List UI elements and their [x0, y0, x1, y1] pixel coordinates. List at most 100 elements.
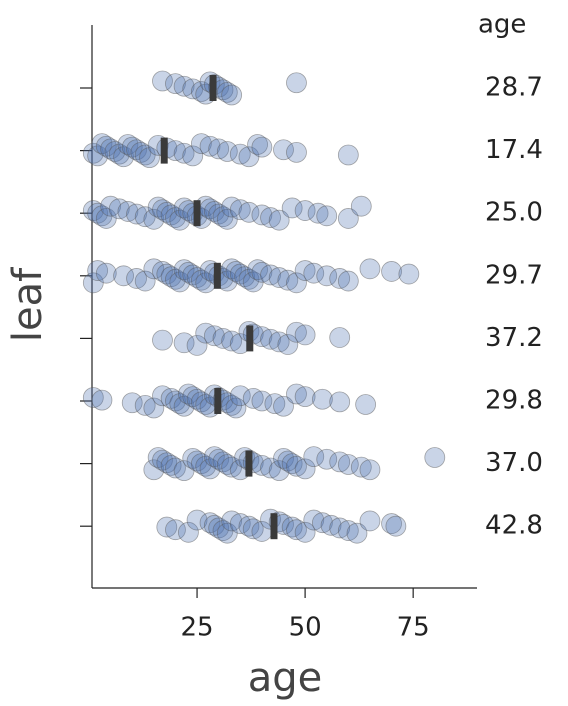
point: [251, 204, 273, 226]
point: [121, 392, 143, 414]
point: [350, 456, 372, 478]
point: [260, 264, 281, 286]
mean-label: 37.2: [485, 323, 543, 353]
x-tick-label: 75: [397, 613, 430, 643]
point: [286, 321, 307, 343]
point: [286, 141, 307, 163]
point: [294, 200, 316, 221]
point: [160, 454, 182, 476]
point: [286, 72, 307, 94]
point: [260, 207, 281, 228]
point: [316, 448, 338, 470]
point: [381, 513, 402, 534]
point: [134, 270, 156, 292]
point: [337, 454, 359, 475]
point: [229, 199, 251, 221]
mean-marker: [213, 262, 221, 289]
point: [286, 455, 307, 477]
point: [216, 81, 238, 103]
mean-marker: [209, 75, 217, 101]
point: [273, 395, 294, 417]
point: [199, 135, 221, 157]
point: [182, 145, 204, 167]
x-tick-label: 50: [289, 613, 322, 643]
point: [277, 269, 299, 291]
mean-marker: [246, 325, 254, 352]
point: [173, 142, 195, 164]
point: [251, 390, 273, 412]
point: [152, 385, 173, 407]
point: [152, 329, 173, 351]
point: [303, 262, 325, 284]
point: [221, 510, 243, 532]
mean-label: 28.7: [485, 73, 543, 103]
point: [381, 261, 402, 282]
point: [294, 458, 316, 480]
point: [281, 197, 303, 219]
point: [337, 270, 359, 292]
point: [260, 328, 281, 350]
point: [242, 518, 264, 540]
point: [190, 133, 212, 155]
point: [152, 70, 173, 92]
point: [316, 265, 338, 287]
point: [251, 136, 273, 158]
mean-label: 29.8: [485, 386, 543, 416]
point: [424, 447, 446, 468]
point: [82, 387, 104, 408]
point: [87, 260, 109, 281]
mean-marker: [193, 200, 201, 227]
point: [229, 143, 251, 165]
point: [229, 513, 251, 534]
point: [108, 198, 130, 220]
point: [186, 334, 208, 356]
point: [281, 516, 303, 538]
point: [337, 144, 359, 166]
point: [238, 515, 260, 537]
mean-label: 25.0: [485, 198, 543, 228]
point: [277, 334, 299, 355]
point: [355, 394, 377, 415]
point: [165, 519, 186, 541]
point: [268, 267, 290, 288]
point: [359, 459, 381, 481]
point: [208, 138, 230, 160]
point: [143, 258, 165, 280]
point: [247, 259, 268, 281]
point: [398, 263, 420, 285]
point: [126, 268, 147, 289]
point: [359, 510, 381, 532]
point: [238, 201, 260, 223]
mean-marker: [270, 513, 278, 540]
point: [268, 209, 290, 231]
point: [165, 457, 186, 479]
point: [311, 512, 333, 534]
point: [286, 272, 307, 294]
point: [294, 521, 316, 543]
point: [273, 139, 294, 161]
point: [195, 322, 217, 344]
point: [117, 201, 139, 222]
point: [139, 147, 160, 169]
x-tick-label: 25: [181, 613, 214, 643]
point: [329, 327, 351, 348]
point: [173, 332, 195, 354]
mean-label: 29.7: [485, 260, 543, 290]
point: [221, 84, 243, 106]
point: [264, 393, 286, 415]
x-axis-label: age: [248, 655, 323, 701]
summary-title: age: [478, 10, 526, 40]
point: [307, 202, 329, 224]
point: [294, 260, 316, 281]
point: [329, 451, 351, 473]
point: [221, 196, 243, 218]
point: [281, 453, 303, 475]
point: [337, 520, 359, 541]
point: [346, 522, 368, 544]
point: [113, 265, 134, 287]
point: [134, 394, 156, 416]
point: [100, 195, 122, 217]
point: [303, 509, 325, 531]
